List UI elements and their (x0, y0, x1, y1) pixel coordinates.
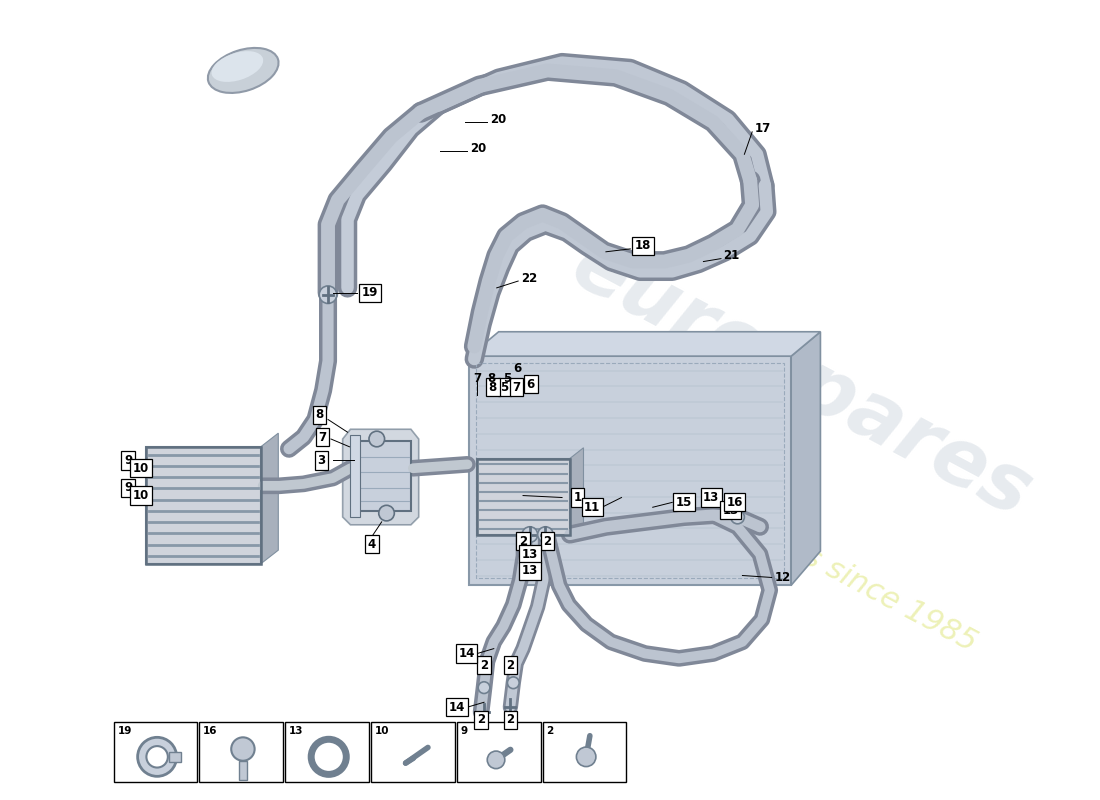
Circle shape (507, 677, 519, 689)
Circle shape (487, 751, 505, 769)
Text: 2: 2 (477, 714, 485, 726)
Text: 8: 8 (487, 372, 496, 385)
Text: eurospares: eurospares (558, 226, 1044, 534)
Bar (239, 761, 246, 780)
Text: 18: 18 (635, 239, 651, 253)
Circle shape (538, 526, 553, 542)
Text: 6: 6 (514, 362, 521, 375)
Bar (470, 356, 791, 586)
Polygon shape (570, 448, 583, 534)
Ellipse shape (208, 48, 278, 93)
Text: 2: 2 (519, 535, 527, 548)
Text: 2: 2 (480, 658, 488, 672)
Text: 7: 7 (513, 381, 520, 394)
Circle shape (231, 738, 254, 761)
Text: 21: 21 (723, 249, 739, 262)
Bar (358, 441, 411, 511)
Circle shape (576, 747, 596, 766)
Bar (476, 363, 784, 578)
Text: 17: 17 (755, 122, 771, 135)
Text: 9: 9 (124, 454, 132, 467)
Text: 13: 13 (703, 491, 719, 504)
Polygon shape (343, 430, 419, 525)
Bar (456, 722, 540, 782)
Text: 19: 19 (362, 286, 378, 299)
Circle shape (319, 286, 337, 303)
Text: 8: 8 (488, 381, 497, 394)
Text: 15: 15 (675, 496, 692, 509)
Circle shape (138, 738, 177, 776)
Circle shape (378, 506, 394, 521)
Text: 8: 8 (315, 408, 323, 421)
Bar (285, 722, 369, 782)
Text: 7: 7 (473, 372, 482, 385)
Text: 2: 2 (506, 714, 515, 726)
Ellipse shape (211, 51, 263, 82)
Text: 16: 16 (726, 496, 742, 509)
Text: 5: 5 (500, 381, 508, 394)
Polygon shape (351, 435, 360, 517)
Bar (542, 722, 626, 782)
Text: 5: 5 (504, 372, 512, 385)
Polygon shape (791, 332, 821, 586)
Text: 20: 20 (471, 142, 486, 155)
Text: 12: 12 (774, 571, 791, 584)
Circle shape (730, 510, 745, 524)
Text: 13: 13 (289, 726, 304, 736)
Bar (477, 458, 570, 534)
Text: 3: 3 (317, 454, 326, 467)
Bar (371, 722, 454, 782)
Text: 22: 22 (521, 272, 537, 285)
Bar (145, 447, 261, 564)
Text: 2: 2 (543, 535, 551, 548)
Text: 9: 9 (461, 726, 468, 736)
Text: 2: 2 (506, 658, 515, 672)
Circle shape (478, 682, 490, 694)
Bar (477, 458, 570, 534)
Polygon shape (470, 332, 821, 356)
Text: 7: 7 (318, 430, 327, 443)
Text: 10: 10 (133, 462, 148, 474)
Text: 6: 6 (527, 378, 535, 391)
Text: a passion for parts since 1985: a passion for parts since 1985 (561, 415, 982, 658)
Text: 11: 11 (584, 501, 601, 514)
Bar (199, 722, 283, 782)
Text: 13: 13 (723, 504, 739, 517)
Circle shape (368, 431, 385, 447)
Text: 20: 20 (490, 113, 506, 126)
Text: 16: 16 (204, 726, 218, 736)
Text: 10: 10 (375, 726, 389, 736)
Text: 13: 13 (521, 547, 538, 561)
Text: 1: 1 (573, 491, 582, 504)
Bar (113, 722, 197, 782)
Text: 2: 2 (547, 726, 553, 736)
Bar (168, 752, 180, 762)
Bar (145, 447, 261, 564)
Text: 19: 19 (118, 726, 132, 736)
Text: 9: 9 (124, 482, 132, 494)
Circle shape (146, 746, 168, 767)
Text: 13: 13 (521, 564, 538, 577)
Polygon shape (261, 433, 278, 564)
Text: 10: 10 (133, 489, 148, 502)
Circle shape (522, 526, 538, 542)
Text: 14: 14 (449, 701, 465, 714)
Text: 4: 4 (367, 538, 376, 551)
Text: 14: 14 (459, 647, 475, 660)
